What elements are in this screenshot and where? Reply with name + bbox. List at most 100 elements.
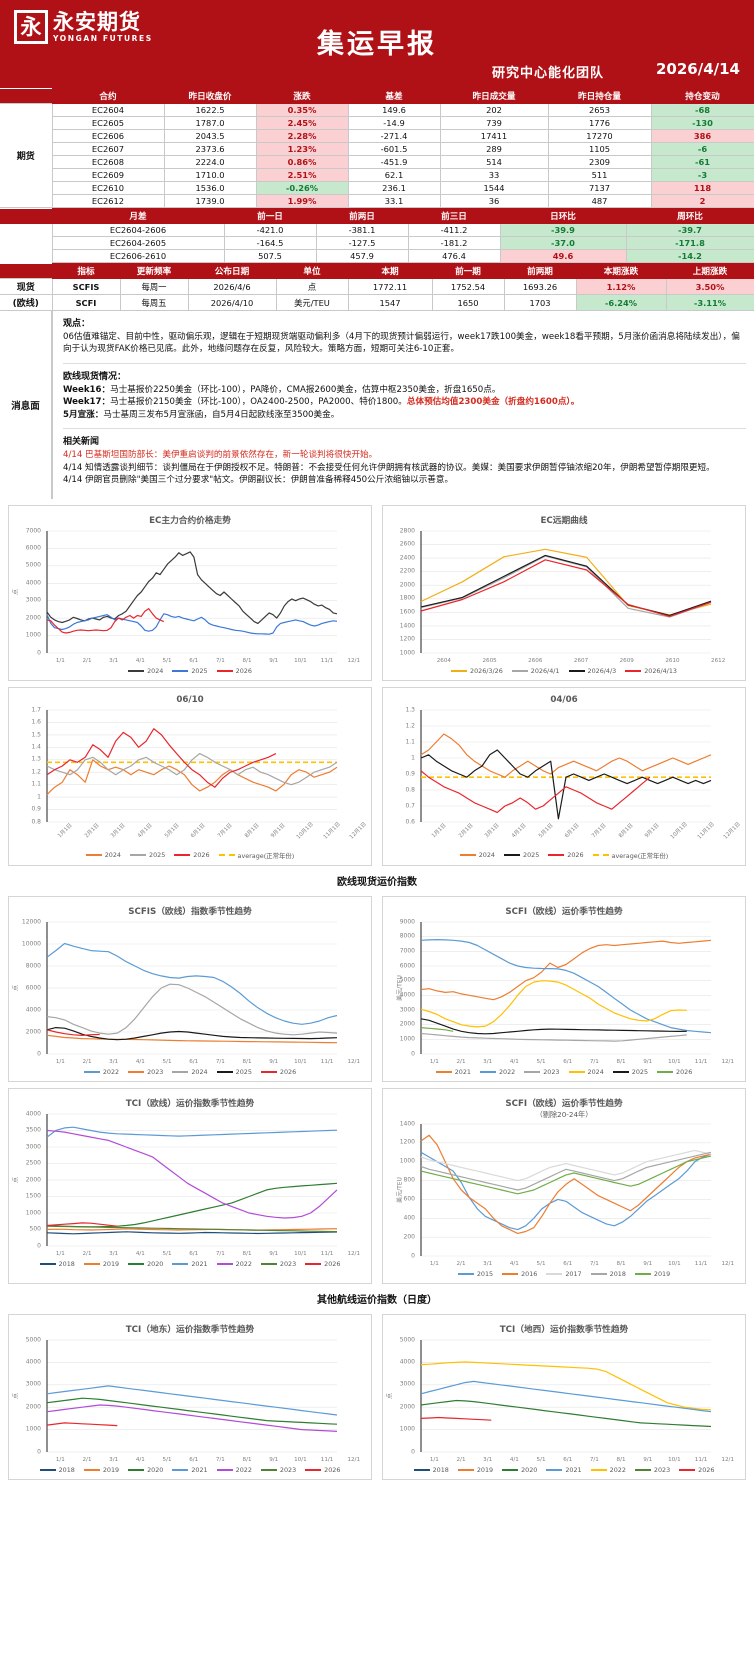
oi-change-cell: 386 xyxy=(650,129,754,143)
oi-change-cell: 118 xyxy=(650,181,754,195)
table-row: EC2604-2606 -421.0 -381.1 -411.2 -39.9 -39.7 xyxy=(0,223,754,237)
y-tick: 3000 xyxy=(25,596,41,604)
spot-chg-cell: -6.24% xyxy=(575,294,667,311)
x-tick: 2606 xyxy=(528,657,543,664)
series-2021 xyxy=(46,1126,338,1138)
spot-unit-cell: 点 xyxy=(275,278,349,295)
y-tick: 9000 xyxy=(399,918,415,926)
series-2026 xyxy=(46,1221,118,1227)
y-tick: 1.3 xyxy=(405,706,415,714)
x-tick: 4/1 xyxy=(135,1456,145,1463)
spot-prev-cell: 1650 xyxy=(431,294,505,311)
basis-cell: -601.5 xyxy=(347,142,441,156)
chart-svg xyxy=(420,709,712,822)
x-tick: 2604 xyxy=(436,657,451,664)
spot-unit-cell: 美元/TEU xyxy=(275,294,349,311)
spacer xyxy=(0,88,52,104)
volume-cell: 17411 xyxy=(439,129,549,143)
legend-item: 2026 xyxy=(305,1260,340,1268)
series-2024 xyxy=(46,550,338,624)
legend-swatch xyxy=(130,854,146,857)
series-2016 xyxy=(420,1134,712,1234)
y-tick: 1400 xyxy=(399,1120,415,1128)
legend-label: 2025 xyxy=(149,851,166,860)
legend-swatch xyxy=(216,669,233,672)
legend-label: 2017 xyxy=(565,1269,582,1278)
legend-item: 2022 xyxy=(590,1466,626,1474)
legend-label: 2018 xyxy=(58,1259,75,1268)
series-2026 xyxy=(420,769,651,813)
legend-item: 2021 xyxy=(172,1466,208,1474)
legend-item: 2023 xyxy=(260,1466,296,1474)
news-panel: 消息面 观点： 06估值难锚定、目前中性，驱动偏乐观，逻辑在于短期现货端驱动偏利… xyxy=(0,311,754,499)
table-row: EC2608 2224.0 0.86% -451.9 514 2309 -61 xyxy=(0,155,754,169)
y-tick: 0 xyxy=(411,1252,415,1260)
x-tick: 3/1 xyxy=(483,1456,493,1463)
legend-label: 2020 xyxy=(521,1465,538,1474)
legend-item: 2019 xyxy=(83,1260,119,1268)
chart-legend: 2024 2025 2026 average(正常年份) xyxy=(387,848,741,862)
section-title-spot-index: 欧线现货运价指数 xyxy=(337,876,417,888)
y-tick: 4000 xyxy=(399,1358,415,1366)
legend-swatch xyxy=(479,1070,496,1073)
y-tick: 6000 xyxy=(25,984,41,992)
volume-cell: 1544 xyxy=(439,181,549,195)
x-tick: 6/1 xyxy=(563,1058,573,1065)
x-tick: 4/1 xyxy=(135,1250,145,1257)
legend-swatch xyxy=(216,1070,233,1073)
section-title-other-routes: 其他航线运价指数（日度） xyxy=(317,1294,437,1306)
series-2025 xyxy=(46,752,338,785)
legend-swatch xyxy=(172,669,189,672)
legend-swatch xyxy=(504,854,520,857)
series-2020 xyxy=(420,1399,712,1427)
table-row: EC2612 1739.0 1.99% 33.1 36 487 2 xyxy=(0,194,754,208)
legend-label: average(正常年份) xyxy=(611,851,669,860)
legend-label: 2026/4/1 xyxy=(530,666,560,675)
legend-swatch xyxy=(568,1070,585,1073)
spot-status-section: 欧线现货情况： Week16：马士基报价2250美金（环比-100），PA降价，… xyxy=(63,369,746,421)
legend-swatch xyxy=(524,1070,541,1073)
x-tick: 3/1 xyxy=(109,1250,119,1257)
legend-swatch xyxy=(85,854,102,857)
spot-col-0: 指标 xyxy=(51,263,121,279)
futures-row-label: 期货 xyxy=(0,103,53,208)
legend-item: 2021 xyxy=(435,1068,471,1076)
chart-plot-area: 点 0 1000 2000 3000 4000 5000 6000 7000 xyxy=(13,527,367,657)
spot-header-row: 指标 更新频率 公布日期 单位 本期 前一期 前两期 本期涨跌 上期涨跌 xyxy=(0,263,754,279)
viewpoint-section: 观点： 06估值难锚定、目前中性，驱动偏乐观，逻辑在于短期现货端驱动偏利多（4月… xyxy=(63,316,746,356)
series-2019 xyxy=(46,1227,338,1231)
legend-item: 2026 xyxy=(657,1068,692,1076)
x-tick: 12/1 xyxy=(347,1250,360,1257)
chart-title: TCI（地东）运价指数季节性趋势 xyxy=(125,1324,255,1335)
legend-swatch xyxy=(260,1262,277,1265)
legend-label: 2021 xyxy=(565,1465,582,1474)
x-tick: 11/1 xyxy=(694,1456,708,1463)
spacer xyxy=(0,223,52,237)
logo-mark-icon: 永 xyxy=(14,10,48,44)
series-2024 xyxy=(420,733,712,778)
y-tick: 4000 xyxy=(25,1358,41,1366)
series-2023 xyxy=(46,1225,338,1232)
legend-item: 2021 xyxy=(172,1260,208,1268)
legend-label: 2026 xyxy=(324,1259,341,1268)
oi-change-cell: -61 xyxy=(650,155,754,169)
x-tick: 12/1 xyxy=(347,1058,360,1065)
legend-swatch xyxy=(174,854,191,857)
x-tick: 5/1 xyxy=(162,1250,172,1257)
chart-card-ratio-0610: 06/10 0.8 0.9 1 1.1 1.2 1.3 1.4 1.5 1.6 1.7 1月1日 2月1… xyxy=(8,686,372,866)
chart-svg xyxy=(46,921,338,1054)
y-tick: 0 xyxy=(37,1050,41,1058)
legend-swatch xyxy=(592,854,609,857)
volume-cell: 36 xyxy=(439,194,549,208)
legend-swatch xyxy=(511,669,528,672)
x-tick: 8/1 xyxy=(242,657,252,664)
chart-legend: 2021 2022 2023 2024 2025 2026 xyxy=(387,1065,741,1078)
spread-wow-cell: -171.8 xyxy=(625,236,754,250)
spread-wow-cell: -14.2 xyxy=(625,249,754,263)
chart-card-tci-beidong: TCI（地东）运价指数季节性趋势点 0 1000 2000 3000 4000 5000 1/… xyxy=(8,1313,372,1480)
legend-item: 2025 xyxy=(172,667,208,675)
legend-swatch xyxy=(305,1468,322,1471)
chart-plot-area: 0.6 0.7 0.8 0.9 1 1.1 1.2 1.3 xyxy=(387,706,741,826)
y-tick: 5000 xyxy=(25,561,41,569)
chart-svg xyxy=(46,530,338,653)
